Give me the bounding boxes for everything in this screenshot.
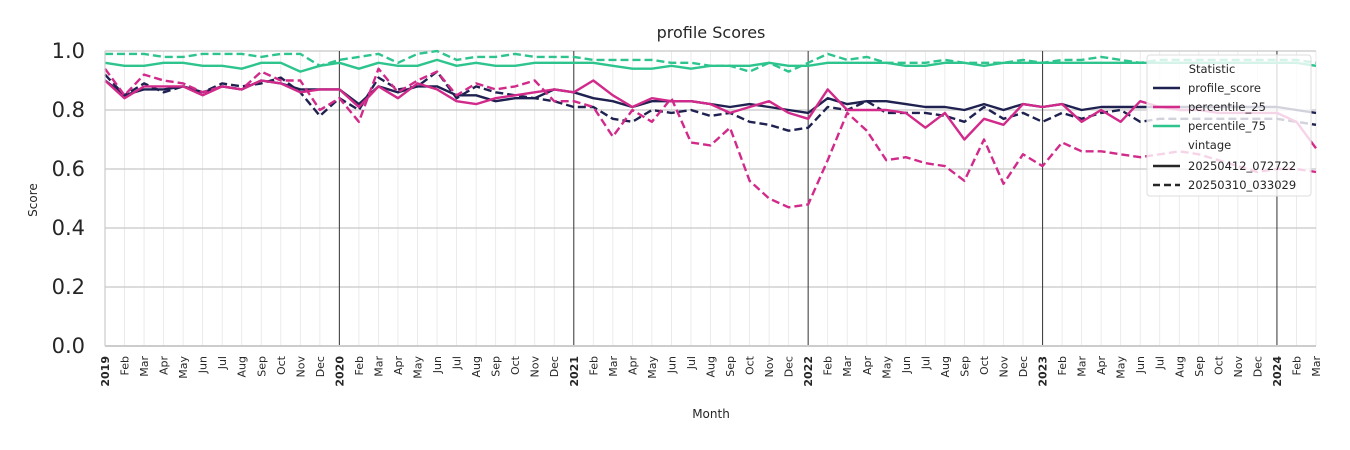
x-tick-year-label: 2021 [568,356,581,387]
x-tick-month-label: Nov [294,356,307,378]
x-tick-month-label: Apr [392,356,405,376]
chart-title: profile Scores [657,23,766,42]
x-tick-month-label: Oct [275,355,288,375]
x-tick-month-label: Apr [158,356,171,376]
legend-vintage-item-dashed: 20250310_033029 [1188,178,1296,192]
x-tick-month-label: Sep [724,356,737,377]
x-tick-month-label: Jul [451,356,464,370]
series-lines [104,49,1317,209]
x-tick-month-label: Feb [822,356,835,375]
x-tick-month-label: Aug [1173,356,1186,377]
x-tick-month-label: Mar [1310,356,1323,377]
x-tick-month-label: Nov [529,356,542,378]
x-tick-month-label: Feb [119,356,132,375]
y-axis-label: Score [26,183,40,217]
x-tick-month-label: Dec [783,356,796,377]
x-tick-year-label: 2020 [333,356,346,387]
x-tick-month-label: Aug [236,356,249,377]
y-tick-label: 0.2 [52,275,85,299]
x-tick-month-label: Mar [138,356,151,377]
x-tick-month-label: Feb [1290,356,1303,375]
x-tick-month-label: Oct [978,355,991,375]
x-tick-month-label: Jun [197,356,210,374]
x-tick-month-label: Sep [958,356,971,377]
x-axis-label: Month [692,407,730,421]
x-tick-month-label: Mar [1076,356,1089,377]
x-tick-year-label: 2022 [802,356,815,387]
x-tick-month-label: Feb [1056,356,1069,375]
x-tick-month-label: Oct [744,355,757,375]
x-tick-month-label: Jun [431,356,444,374]
x-tick-month-label: Jul [216,356,229,370]
series-line-percentile-75-dashed [105,49,1317,73]
legend: Statistic profile_score percentile_25 pe… [1146,54,1312,197]
x-tick-month-label: Sep [1193,356,1206,377]
legend-item-percentile-75: percentile_75 [1188,119,1266,133]
x-tick-month-label: Jul [1154,356,1167,370]
x-tick-month-label: Sep [255,356,268,377]
x-tick-month-label: Nov [763,356,776,378]
x-tick-month-label: Jun [665,356,678,374]
legend-item-profile-score: profile_score [1188,81,1261,95]
x-tick-month-label: Oct [1212,355,1225,375]
x-tick-month-label: May [177,356,190,379]
x-tick-month-label: Dec [314,356,327,377]
y-tick-label: 0.8 [52,98,85,122]
series-line-profile-score-dashed [104,70,1317,132]
axes: 0.0 0.2 0.4 0.6 0.8 1.0 2019 Feb Mar Apr May Jun Jul… [52,39,1323,387]
x-tick-month-label: Aug [470,356,483,377]
x-tick-month-label: Mar [607,356,620,377]
grid [105,50,1317,347]
x-tick-year-label: 2019 [99,356,112,387]
x-tick-month-label: Nov [1232,356,1245,378]
x-tick-month-label: Feb [587,356,600,375]
x-tick-month-label: Apr [861,356,874,376]
legend-item-percentile-25: percentile_25 [1188,100,1266,114]
x-tick-month-label: Apr [626,356,639,376]
x-tick-month-label: Jul [685,356,698,370]
legend-vintage-item-solid: 20250412_072722 [1188,159,1296,173]
legend-title: Statistic [1189,62,1236,76]
x-tick-month-label: Feb [353,356,366,375]
x-tick-month-label: Jul [919,356,932,370]
legend-vintage-title: vintage [1188,138,1231,152]
x-tick-month-label: May [880,356,893,379]
x-tick-month-label: May [1115,356,1128,379]
legend-box [1146,54,1312,197]
y-tick-label: 0.0 [52,334,85,358]
y-tick-label: 0.6 [52,157,85,181]
x-tick-month-label: Dec [1251,356,1264,377]
x-tick-month-label: Sep [490,356,503,377]
x-tick-year-label: 2024 [1271,356,1284,387]
x-tick-month-label: Aug [939,356,952,377]
x-tick-month-label: May [412,356,425,379]
x-tick-month-label: Dec [1017,356,1030,377]
x-tick-month-label: Oct [509,355,522,375]
x-tick-month-label: Nov [997,356,1010,378]
x-tick-month-label: Dec [548,356,561,377]
x-tick-month-label: Apr [1095,356,1108,376]
x-tick-month-label: Mar [841,356,854,377]
series-line-percentile-25-dashed [104,67,1317,209]
x-tick-month-label: Jun [1134,356,1147,374]
x-tick-month-label: Aug [705,356,718,377]
y-tick-label: 1.0 [52,39,85,63]
y-tick-label: 0.4 [52,216,85,240]
x-tick-month-label: Mar [372,356,385,377]
x-tick-year-label: 2023 [1037,356,1050,387]
x-tick-month-label: Jun [900,356,913,374]
x-tick-month-label: May [646,356,659,379]
